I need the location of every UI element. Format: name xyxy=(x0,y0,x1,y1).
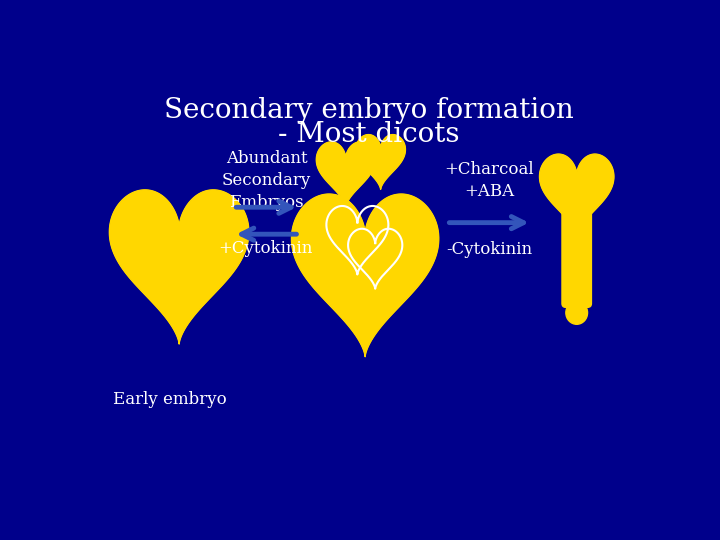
Polygon shape xyxy=(316,142,375,207)
Polygon shape xyxy=(109,190,249,344)
Text: -Cytokinin: -Cytokinin xyxy=(446,241,532,258)
Text: +Cytokinin: +Cytokinin xyxy=(219,240,313,256)
Text: Early embryo: Early embryo xyxy=(113,392,227,408)
Ellipse shape xyxy=(566,301,588,325)
Text: - Most dicots: - Most dicots xyxy=(278,120,460,147)
Text: Secondary embryo formation: Secondary embryo formation xyxy=(164,98,574,125)
Text: Abundant
Secondary
Embryos: Abundant Secondary Embryos xyxy=(222,150,311,211)
Polygon shape xyxy=(539,154,614,237)
FancyBboxPatch shape xyxy=(562,192,591,307)
Polygon shape xyxy=(292,194,438,357)
Text: +Charcoal
+ABA: +Charcoal +ABA xyxy=(444,161,534,200)
Polygon shape xyxy=(356,134,405,190)
